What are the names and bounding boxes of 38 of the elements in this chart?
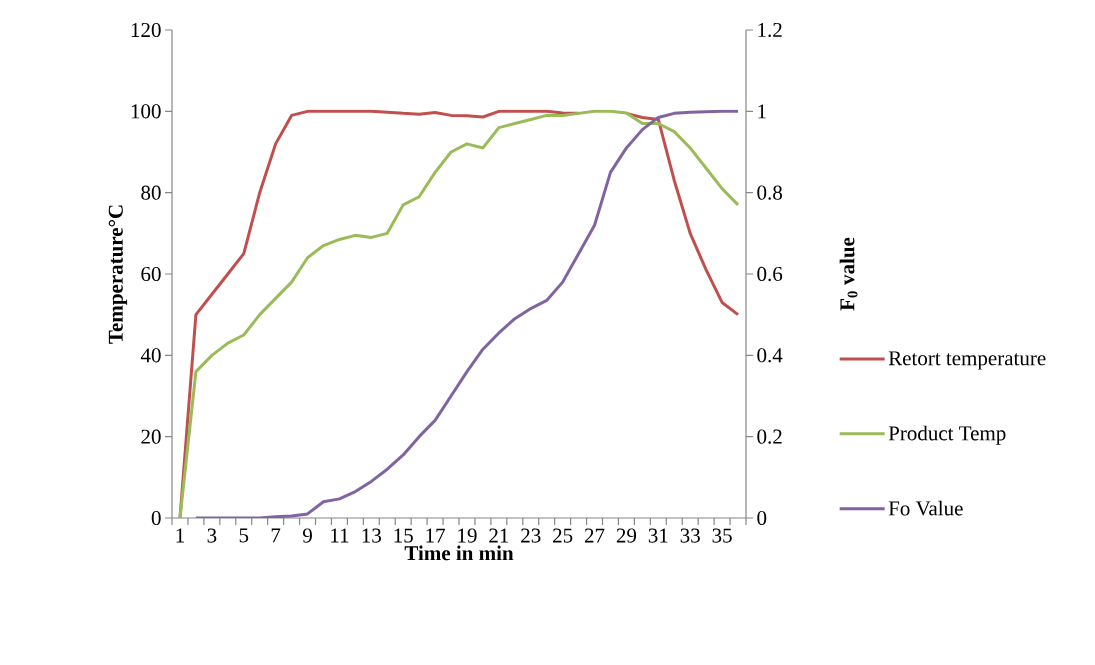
x-axis-title: Time in min: [404, 545, 514, 561]
x-tick-label: 31: [648, 528, 668, 543]
x-tick-label: 17: [426, 528, 445, 543]
x-tick-label: 5: [239, 528, 249, 543]
y2-tick-label: 0.2: [757, 429, 782, 444]
y-tick-label: 120: [131, 22, 161, 38]
x-tick-label: 3: [207, 528, 217, 543]
x-tick-label: 19: [458, 528, 477, 543]
y-axis-title: Temperature°C: [108, 205, 128, 344]
x-tick-label: 29: [616, 528, 637, 543]
x-tick-label: 35: [712, 528, 732, 543]
x-tick-label: 25: [553, 528, 573, 543]
y2-tick-label: 1.2: [758, 22, 782, 38]
x-tick-label: 33: [680, 528, 700, 543]
x-tick-label: 13: [362, 528, 381, 543]
x-tick-label: 15: [394, 528, 413, 543]
legend-label: Retort temperature: [888, 351, 1046, 370]
y2-tick-label: 0: [757, 510, 767, 526]
x-tick-label: 27: [584, 528, 605, 543]
legend-label: Product Temp: [888, 425, 1006, 445]
y2-tick-label: 0.6: [757, 266, 783, 282]
y2-axis-title: F$_{0}$ value: [839, 237, 858, 311]
y-tick-label: 40: [140, 348, 161, 363]
y2-tick-label: 0.4: [757, 348, 783, 363]
y-tick-label: 80: [141, 185, 161, 200]
y-tick-label: 0: [151, 510, 161, 526]
y-tick-label: 60: [141, 266, 161, 282]
y-tick-label: 20: [141, 429, 161, 444]
x-tick-label: 1: [176, 528, 184, 543]
x-tick-label: 7: [271, 528, 281, 543]
y-tick-label: 100: [131, 104, 161, 119]
x-tick-label: 9: [302, 528, 312, 543]
y2-tick-label: 1: [758, 104, 766, 119]
legend-label: Fo Value: [888, 500, 963, 516]
x-tick-label: 11: [331, 528, 349, 543]
x-tick-label: 23: [521, 528, 541, 543]
x-tick-label: 21: [489, 528, 509, 543]
y2-tick-label: 0.8: [757, 185, 782, 200]
